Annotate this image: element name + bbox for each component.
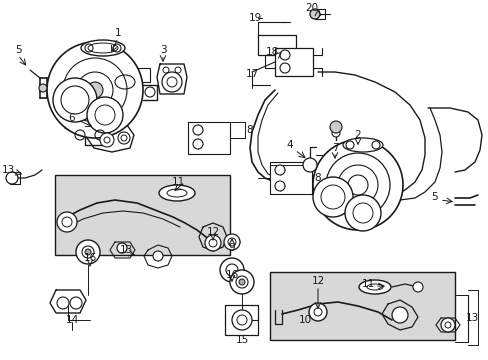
Text: 7: 7: [331, 143, 338, 153]
Ellipse shape: [342, 138, 382, 152]
Bar: [187, 122, 229, 154]
Text: 1: 1: [115, 28, 121, 38]
Circle shape: [87, 82, 103, 98]
Circle shape: [220, 258, 244, 282]
Circle shape: [76, 240, 100, 264]
Circle shape: [345, 195, 380, 231]
Text: 2: 2: [354, 130, 361, 140]
Circle shape: [274, 165, 285, 175]
Text: 13: 13: [1, 165, 15, 175]
Text: 11: 11: [361, 279, 374, 289]
Circle shape: [204, 235, 221, 251]
Text: 16: 16: [83, 253, 97, 263]
Circle shape: [87, 97, 123, 133]
Ellipse shape: [358, 280, 390, 294]
Text: 14: 14: [65, 315, 79, 325]
Circle shape: [57, 297, 69, 309]
Circle shape: [153, 251, 163, 261]
Bar: [269, 162, 311, 194]
Circle shape: [308, 303, 326, 321]
Circle shape: [39, 84, 47, 92]
Text: 8: 8: [246, 125, 253, 135]
Circle shape: [85, 249, 91, 255]
Text: 8: 8: [314, 173, 321, 183]
Text: 12: 12: [311, 276, 324, 286]
Circle shape: [70, 297, 82, 309]
Text: 11: 11: [171, 177, 184, 187]
Circle shape: [47, 42, 142, 138]
Circle shape: [117, 243, 127, 253]
Text: 20: 20: [305, 3, 318, 13]
Circle shape: [224, 234, 240, 250]
Text: 13: 13: [465, 313, 478, 323]
Circle shape: [229, 270, 253, 294]
Circle shape: [53, 78, 97, 122]
Text: 17: 17: [245, 69, 258, 79]
Circle shape: [145, 87, 155, 97]
Text: 15: 15: [235, 335, 248, 345]
Circle shape: [239, 279, 244, 285]
Circle shape: [193, 125, 203, 135]
Bar: [269, 272, 454, 340]
Text: 18: 18: [265, 47, 278, 57]
Circle shape: [440, 318, 454, 332]
Circle shape: [193, 139, 203, 149]
Bar: [274, 48, 312, 76]
Circle shape: [118, 132, 130, 144]
Ellipse shape: [159, 185, 195, 201]
Circle shape: [312, 140, 402, 230]
Text: 5: 5: [15, 45, 21, 55]
Text: 5: 5: [430, 192, 436, 202]
Text: 6: 6: [68, 113, 75, 123]
Circle shape: [329, 121, 341, 133]
Circle shape: [312, 177, 352, 217]
Circle shape: [231, 310, 251, 330]
Text: 3: 3: [160, 45, 166, 55]
Text: 19: 19: [248, 13, 261, 23]
Text: 13: 13: [119, 245, 132, 255]
Circle shape: [391, 307, 407, 323]
Text: 10: 10: [298, 315, 311, 325]
Bar: [258, 35, 295, 55]
Text: 16: 16: [225, 270, 238, 280]
Circle shape: [57, 212, 77, 232]
Text: 4: 4: [286, 140, 293, 150]
Circle shape: [412, 282, 422, 292]
Text: 12: 12: [206, 227, 219, 237]
Circle shape: [162, 72, 182, 92]
Circle shape: [309, 9, 319, 19]
Text: 9: 9: [228, 243, 235, 253]
Ellipse shape: [81, 40, 125, 56]
Circle shape: [274, 181, 285, 191]
Circle shape: [100, 133, 114, 147]
Bar: [55, 175, 229, 255]
Circle shape: [331, 129, 339, 137]
Circle shape: [303, 158, 316, 172]
Circle shape: [6, 172, 18, 184]
